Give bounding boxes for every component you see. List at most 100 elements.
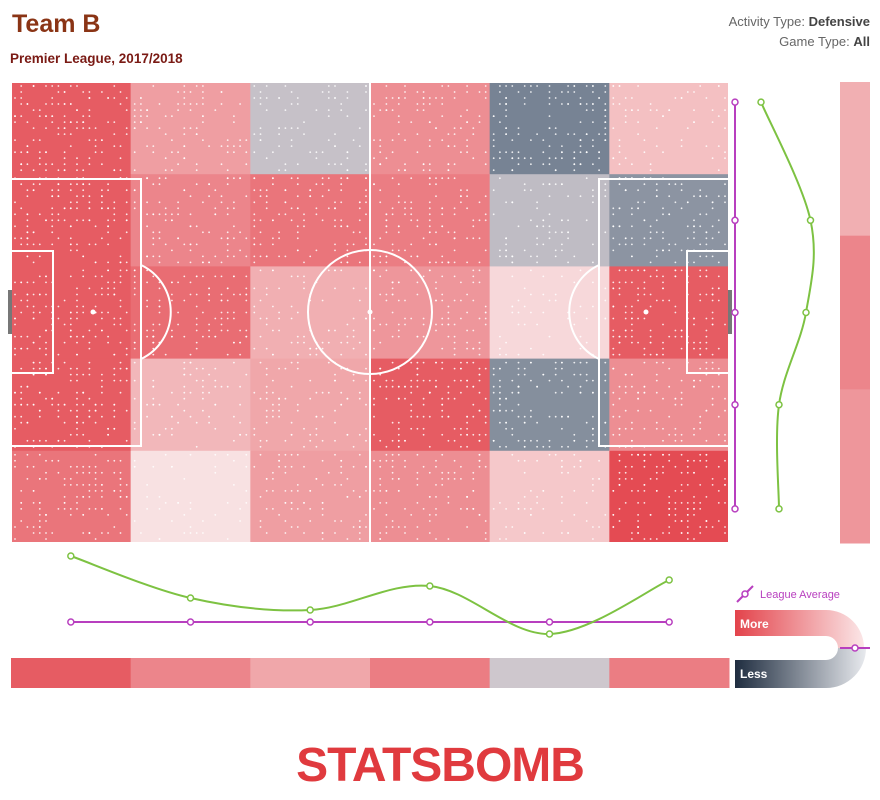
event-dot <box>14 453 16 456</box>
event-dot <box>428 201 431 204</box>
event-dot <box>94 151 97 154</box>
event-dot <box>20 311 23 314</box>
event-dot <box>397 299 400 302</box>
event-dot <box>624 189 627 192</box>
event-dot <box>422 317 425 320</box>
event-dot <box>334 163 336 166</box>
event-dot <box>598 151 600 154</box>
event-dot <box>668 526 671 528</box>
event-dot <box>680 502 683 504</box>
event-dot <box>208 373 211 376</box>
event-dot <box>466 189 468 192</box>
event-dot <box>397 225 400 228</box>
event-dot <box>38 151 41 154</box>
event-dot <box>705 269 708 272</box>
event-dot <box>561 445 563 448</box>
event-dot <box>492 139 495 142</box>
row-strip-segment <box>840 235 870 390</box>
event-dot <box>686 465 689 468</box>
event-dot <box>226 213 229 216</box>
event-dot <box>649 231 652 234</box>
event-dot <box>612 237 615 240</box>
event-dot <box>20 237 23 240</box>
event-dot <box>674 508 677 510</box>
event-dot <box>94 484 97 486</box>
event-dot <box>530 157 532 160</box>
event-dot <box>32 490 35 492</box>
event-dot <box>208 261 211 264</box>
event-dot <box>604 421 607 424</box>
event-dot <box>624 97 627 99</box>
event-dot <box>447 323 450 326</box>
event-dot <box>624 311 627 314</box>
event-dot <box>195 532 198 534</box>
event-dot <box>69 207 72 210</box>
event-dot <box>69 433 72 436</box>
event-dot <box>101 403 103 406</box>
event-dot <box>397 385 400 388</box>
event-dot <box>643 287 646 290</box>
event-dot <box>303 532 305 534</box>
event-dot <box>693 225 695 228</box>
event-dot <box>358 201 361 204</box>
event-dot <box>453 213 456 216</box>
event-dot <box>125 189 128 192</box>
event-dot <box>724 157 726 160</box>
event-dot <box>158 201 161 204</box>
event-dot <box>604 85 607 87</box>
event-dot <box>119 459 122 462</box>
event-dot <box>373 139 375 142</box>
event-dot <box>397 433 400 436</box>
center-spot <box>367 309 373 315</box>
event-dot <box>189 225 192 228</box>
event-dot <box>57 189 60 192</box>
event-dot <box>585 445 588 448</box>
event-dot <box>441 317 444 320</box>
event-dot <box>662 453 664 456</box>
event-dot <box>410 243 413 246</box>
event-dot <box>107 532 109 534</box>
event-dot <box>612 317 615 320</box>
event-dot <box>352 317 355 320</box>
event-dot <box>278 311 280 314</box>
event-dot <box>94 145 97 148</box>
event-dot <box>674 183 677 186</box>
event-dot <box>711 317 714 320</box>
event-dot <box>76 169 78 172</box>
event-dot <box>410 219 413 222</box>
event-dot <box>724 484 726 486</box>
event-dot <box>466 341 468 344</box>
event-dot <box>233 207 235 210</box>
event-dot <box>649 409 652 412</box>
event-dot <box>453 127 456 129</box>
event-dot <box>133 115 136 117</box>
event-dot <box>214 453 217 456</box>
event-dot <box>379 341 382 344</box>
event-dot <box>416 219 419 222</box>
event-dot <box>441 103 444 105</box>
event-dot <box>699 269 702 272</box>
event-dot <box>422 275 425 278</box>
event-dot <box>265 97 268 99</box>
event-dot <box>365 243 367 246</box>
event-dot <box>724 151 726 154</box>
event-dot <box>435 361 437 364</box>
event-dot <box>466 293 468 296</box>
event-dot <box>327 207 330 210</box>
event-dot <box>146 201 149 204</box>
event-dot <box>69 145 72 148</box>
event-dot <box>618 243 621 246</box>
event-dot <box>573 465 576 468</box>
event-dot <box>492 189 495 192</box>
event-dot <box>542 219 545 222</box>
event-dot <box>472 385 475 388</box>
event-dot <box>233 255 235 258</box>
event-dot <box>340 201 343 204</box>
event-dot <box>542 532 545 534</box>
event-dot <box>466 379 468 382</box>
event-dot <box>643 391 646 394</box>
event-dot <box>453 249 456 252</box>
event-dot <box>397 526 400 528</box>
event-dot <box>530 508 532 510</box>
event-dot <box>278 459 280 462</box>
